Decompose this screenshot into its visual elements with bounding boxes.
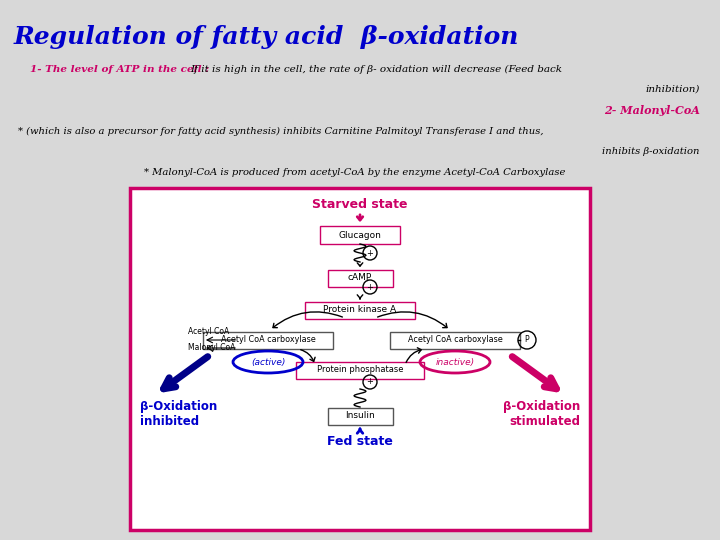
Bar: [320, 226, 400, 244]
Text: If it is high in the cell, the rate of β- oxidation will decrease (Feed back: If it is high in the cell, the rate of β…: [190, 65, 562, 74]
Text: Insulin: Insulin: [345, 411, 375, 421]
Text: 1- The level of ATP in the cell :: 1- The level of ATP in the cell :: [30, 65, 209, 74]
Bar: [130, 188, 590, 530]
Text: inhibits β-oxidation: inhibits β-oxidation: [603, 147, 700, 156]
Text: * (which is also a precursor for fatty acid synthesis) inhibits Carnitine Palmit: * (which is also a precursor for fatty a…: [18, 127, 544, 136]
Text: Malonyl CoA: Malonyl CoA: [188, 342, 235, 352]
Text: 2- Malonyl-CoA: 2- Malonyl-CoA: [604, 105, 700, 116]
Text: +: +: [366, 282, 374, 292]
Text: inhibition): inhibition): [646, 85, 700, 94]
Bar: [328, 269, 392, 287]
Text: β-Oxidation
stimulated: β-Oxidation stimulated: [503, 400, 580, 428]
Bar: [390, 332, 520, 348]
Text: Protein phosphatase: Protein phosphatase: [317, 366, 403, 375]
Bar: [296, 361, 424, 379]
Text: P: P: [525, 335, 529, 345]
Bar: [203, 332, 333, 348]
Text: Glucagon: Glucagon: [338, 231, 382, 240]
Text: Starved state: Starved state: [312, 198, 408, 211]
Text: Acetyl CoA carboxylase: Acetyl CoA carboxylase: [220, 335, 315, 345]
Text: * Malonyl-CoA is produced from acetyl-CoA by the enzyme Acetyl-CoA Carboxylase: * Malonyl-CoA is produced from acetyl-Co…: [144, 168, 566, 177]
Text: +: +: [366, 377, 374, 387]
Text: Acetyl CoA carboxylase: Acetyl CoA carboxylase: [408, 335, 503, 345]
Text: Acetyl CoA: Acetyl CoA: [188, 327, 229, 336]
Text: +: +: [366, 248, 374, 258]
Text: β-Oxidation
inhibited: β-Oxidation inhibited: [140, 400, 217, 428]
Text: Fed state: Fed state: [327, 435, 393, 448]
Bar: [328, 408, 392, 424]
Text: Protein kinase A: Protein kinase A: [323, 306, 397, 314]
Text: (active): (active): [251, 357, 285, 367]
Bar: [305, 301, 415, 319]
Text: Regulation of fatty acid  β-oxidation: Regulation of fatty acid β-oxidation: [14, 25, 519, 49]
Text: cAMP: cAMP: [348, 273, 372, 282]
Text: inactive): inactive): [436, 357, 474, 367]
